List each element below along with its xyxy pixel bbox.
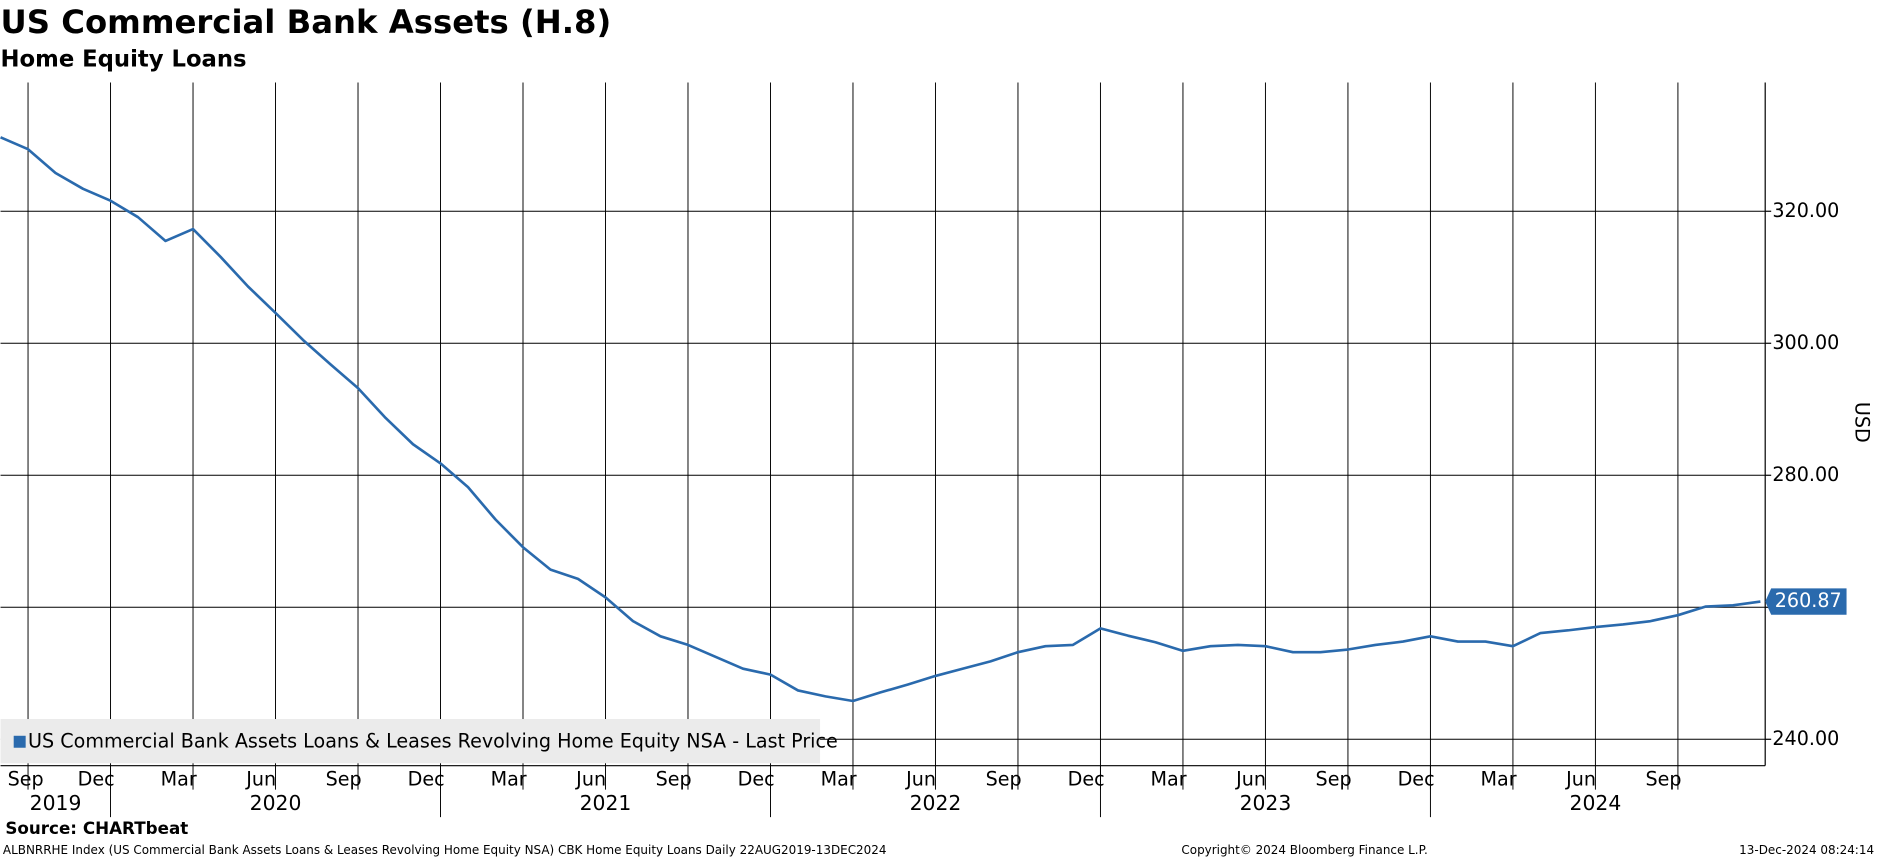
x-tick-label: Sep bbox=[1316, 768, 1352, 791]
y-axis-label: USD bbox=[1850, 402, 1873, 443]
chart-subtitle: Home Equity Loans bbox=[1, 46, 247, 72]
year-label: 2022 bbox=[910, 791, 962, 815]
year-label: 2020 bbox=[250, 791, 302, 815]
x-tick-label: Dec bbox=[408, 768, 445, 791]
footer-left: ALBNRRHE Index (US Commercial Bank Asset… bbox=[3, 843, 887, 857]
last-price-label: 260.87 bbox=[1775, 589, 1842, 612]
year-label: 2023 bbox=[1240, 791, 1292, 815]
x-tick-label: Mar bbox=[491, 768, 527, 791]
year-label: 2019 bbox=[30, 791, 82, 815]
x-tick-label: Jun bbox=[1235, 768, 1266, 791]
x-tick-label: Dec bbox=[1398, 768, 1435, 791]
x-tick-label: Jun bbox=[905, 768, 936, 791]
legend-background bbox=[0, 719, 821, 764]
x-tick-label: Jun bbox=[245, 768, 276, 791]
x-tick-label: Jun bbox=[1565, 768, 1596, 791]
y-tick-label: 320.00 bbox=[1772, 199, 1839, 222]
series-line bbox=[0, 136, 1761, 703]
x-tick-label: Mar bbox=[1481, 768, 1517, 791]
year-label: 2021 bbox=[580, 791, 632, 815]
x-tick-label: Dec bbox=[1068, 768, 1105, 791]
x-tick-label: Dec bbox=[78, 768, 115, 791]
x-tick-label: Dec bbox=[738, 768, 775, 791]
footer-center: Copyright© 2024 Bloomberg Finance L.P. bbox=[1181, 843, 1427, 857]
year-label: 2024 bbox=[1570, 791, 1622, 815]
legend-label: US Commercial Bank Assets Loans & Leases… bbox=[28, 729, 838, 752]
last-price-tag bbox=[1765, 588, 1847, 615]
x-tick-label: Mar bbox=[161, 768, 197, 791]
x-tick-label: Jun bbox=[575, 768, 606, 791]
footer-right: 13-Dec-2024 08:24:14 bbox=[1739, 843, 1874, 857]
x-tick-label: Sep bbox=[1646, 768, 1682, 791]
y-tick-label: 280.00 bbox=[1772, 463, 1839, 486]
chart-title: US Commercial Bank Assets (H.8) bbox=[1, 3, 612, 41]
x-tick-label: Sep bbox=[326, 768, 362, 791]
x-tick-label: Sep bbox=[986, 768, 1022, 791]
legend-swatch bbox=[13, 735, 26, 748]
x-tick-label: Sep bbox=[656, 768, 692, 791]
x-tick-label: Mar bbox=[1151, 768, 1187, 791]
source: Source: CHARTbeat bbox=[5, 818, 188, 838]
x-tick-label: Sep bbox=[8, 768, 44, 791]
x-tick-label: Mar bbox=[821, 768, 857, 791]
y-tick-label: 240.00 bbox=[1772, 727, 1839, 750]
y-tick-label: 300.00 bbox=[1772, 331, 1839, 354]
